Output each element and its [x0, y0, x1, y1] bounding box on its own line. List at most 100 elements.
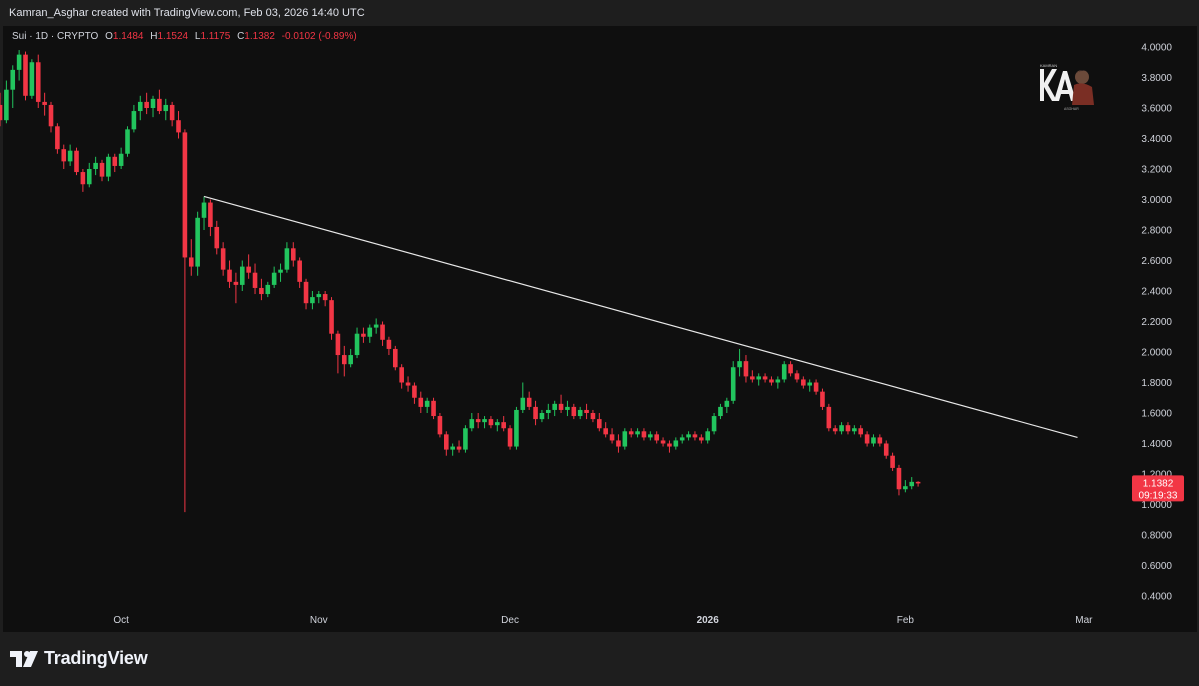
candle-2026-01-12[interactable]: [775, 376, 781, 389]
candle-2025-11-18[interactable]: [424, 397, 430, 413]
candle-2025-12-07[interactable]: [546, 403, 551, 420]
candle-2025-12-05[interactable]: [533, 400, 538, 426]
candle-2026-01-26[interactable]: [864, 431, 870, 447]
candle-2025-11-23[interactable]: [456, 440, 462, 453]
candle-2025-11-13[interactable]: [392, 345, 398, 371]
candle-2026-01-25[interactable]: [858, 425, 864, 438]
candle-2025-11-10[interactable]: [373, 318, 379, 334]
candle-2025-11-14[interactable]: [399, 364, 404, 389]
candle-2025-12-23[interactable]: [648, 431, 653, 441]
candle-2025-09-13[interactable]: [4, 80, 9, 124]
candle-2025-12-06[interactable]: [539, 409, 545, 423]
candle-2025-10-30[interactable]: [303, 278, 309, 310]
candle-2026-01-21[interactable]: [832, 425, 838, 435]
resistance-trendline[interactable]: [203, 195, 1078, 438]
candle-2025-12-09[interactable]: [558, 394, 564, 413]
candle-2025-12-08[interactable]: [552, 400, 557, 417]
candle-2025-12-20[interactable]: [628, 428, 634, 438]
candle-2025-11-19[interactable]: [431, 397, 436, 420]
candle-2025-09-28[interactable]: [99, 159, 105, 182]
candle-2025-10-11[interactable]: [182, 129, 188, 513]
candle-2025-12-02[interactable]: [514, 406, 519, 450]
candle-2025-09-18[interactable]: [35, 54, 41, 108]
candle-2025-12-18[interactable]: [616, 434, 621, 453]
candle-2026-01-31[interactable]: [896, 464, 902, 496]
candle-2025-10-31[interactable]: [310, 291, 315, 310]
candle-2025-10-03[interactable]: [131, 104, 137, 133]
candle-2026-01-03[interactable]: [718, 403, 723, 420]
candle-2025-09-12[interactable]: [0, 92, 3, 127]
candle-2025-10-20[interactable]: [239, 260, 245, 292]
candle-2025-10-15[interactable]: [208, 199, 213, 237]
candle-2025-12-04[interactable]: [526, 391, 532, 410]
candle-2025-11-02[interactable]: [322, 291, 328, 307]
candle-2026-02-02[interactable]: [909, 477, 915, 490]
candle-2025-11-21[interactable]: [443, 431, 449, 456]
candle-2026-01-20[interactable]: [826, 403, 832, 432]
candle-2025-11-16[interactable]: [412, 382, 417, 404]
candle-2025-12-14[interactable]: [590, 409, 596, 423]
candle-2025-09-14[interactable]: [10, 65, 16, 108]
candle-2026-01-02[interactable]: [711, 413, 717, 435]
candle-2025-11-29[interactable]: [495, 419, 500, 432]
candle-2025-12-19[interactable]: [622, 428, 628, 450]
candle-2026-01-19[interactable]: [820, 388, 825, 410]
candle-2025-10-06[interactable]: [150, 95, 156, 118]
candle-2025-11-07[interactable]: [354, 327, 360, 359]
candle-2025-10-17[interactable]: [220, 242, 226, 276]
candle-2025-11-03[interactable]: [329, 297, 334, 340]
candle-2025-10-09[interactable]: [169, 101, 175, 127]
candle-2026-01-07[interactable]: [743, 355, 749, 383]
candle-2025-12-13[interactable]: [584, 403, 589, 420]
candle-2026-01-09[interactable]: [756, 373, 762, 386]
candle-2025-12-24[interactable]: [654, 431, 659, 444]
candle-2025-10-29[interactable]: [297, 257, 302, 288]
candle-2025-10-14[interactable]: [201, 196, 207, 230]
candle-2026-01-05[interactable]: [730, 361, 736, 404]
candle-2025-12-12[interactable]: [577, 406, 583, 420]
candle-2026-01-15[interactable]: [794, 370, 800, 383]
candle-2025-10-23[interactable]: [259, 278, 264, 301]
candle-2026-01-10[interactable]: [762, 373, 768, 383]
candle-2025-10-25[interactable]: [271, 266, 277, 288]
candle-2025-12-17[interactable]: [609, 428, 615, 444]
candle-2025-09-17[interactable]: [29, 59, 35, 99]
candle-2025-09-22[interactable]: [61, 144, 67, 169]
candle-2025-10-12[interactable]: [188, 239, 194, 276]
candle-2026-01-01[interactable]: [705, 428, 711, 444]
candle-2025-12-15[interactable]: [597, 413, 602, 432]
candle-2025-11-26[interactable]: [475, 413, 481, 429]
candle-2025-12-26[interactable]: [667, 440, 672, 453]
candle-2025-11-27[interactable]: [482, 416, 487, 429]
candle-2025-12-25[interactable]: [660, 437, 666, 447]
candle-2025-11-22[interactable]: [450, 443, 455, 456]
candle-2025-12-10[interactable]: [565, 400, 570, 417]
candle-2025-11-01[interactable]: [316, 291, 322, 304]
candle-2025-12-31[interactable]: [699, 434, 704, 444]
candle-2026-01-13[interactable]: [781, 361, 787, 383]
candle-2025-09-21[interactable]: [55, 123, 60, 154]
candle-2025-12-21[interactable]: [635, 428, 640, 438]
candle-2025-10-01[interactable]: [118, 147, 124, 169]
candle-2026-01-24[interactable]: [852, 425, 857, 435]
candle-2025-10-22[interactable]: [252, 263, 258, 295]
tradingview-brand[interactable]: TradingView: [10, 648, 148, 669]
candle-2025-11-06[interactable]: [348, 348, 353, 368]
candle-2025-11-15[interactable]: [405, 376, 411, 392]
chart-area[interactable]: [3, 26, 1197, 632]
candle-2025-11-24[interactable]: [463, 425, 468, 453]
candle-2025-11-08[interactable]: [361, 327, 366, 343]
candle-2025-10-02[interactable]: [125, 126, 130, 157]
candle-2025-11-12[interactable]: [386, 336, 392, 356]
candle-2025-09-30[interactable]: [112, 153, 118, 173]
candle-2025-09-24[interactable]: [74, 147, 79, 176]
candle-2025-10-26[interactable]: [278, 263, 283, 282]
candle-2025-10-16[interactable]: [214, 220, 220, 255]
candle-2025-11-20[interactable]: [437, 413, 443, 438]
candle-2025-10-08[interactable]: [163, 98, 169, 121]
candle-2026-02-01[interactable]: [903, 480, 908, 493]
candle-2026-01-28[interactable]: [877, 434, 883, 447]
candle-2025-10-07[interactable]: [157, 89, 162, 115]
candle-2026-02-03[interactable]: [915, 481, 921, 487]
